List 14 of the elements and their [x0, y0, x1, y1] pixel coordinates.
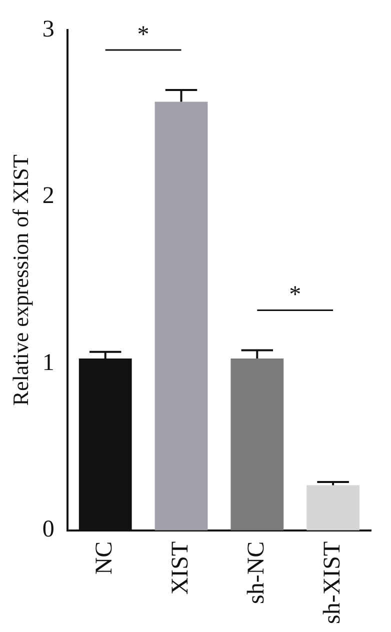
bar [306, 485, 360, 530]
y-tick-label: 0 [42, 516, 54, 543]
y-tick-label: 2 [42, 183, 54, 210]
y-tick-label: 3 [42, 16, 54, 42]
y-axis-title: Relative expression of XIST [8, 154, 33, 406]
x-tick-label: sh-NC [243, 541, 270, 604]
bar [230, 358, 284, 530]
annotation: * [289, 282, 302, 308]
bar [154, 102, 208, 530]
y-tick-label: 1 [42, 350, 54, 376]
annotation: * [137, 22, 150, 48]
x-tick-label: NC [92, 541, 118, 575]
x-tick-label: XIST [168, 541, 194, 595]
x-tick-label: sh-XIST [319, 541, 346, 624]
